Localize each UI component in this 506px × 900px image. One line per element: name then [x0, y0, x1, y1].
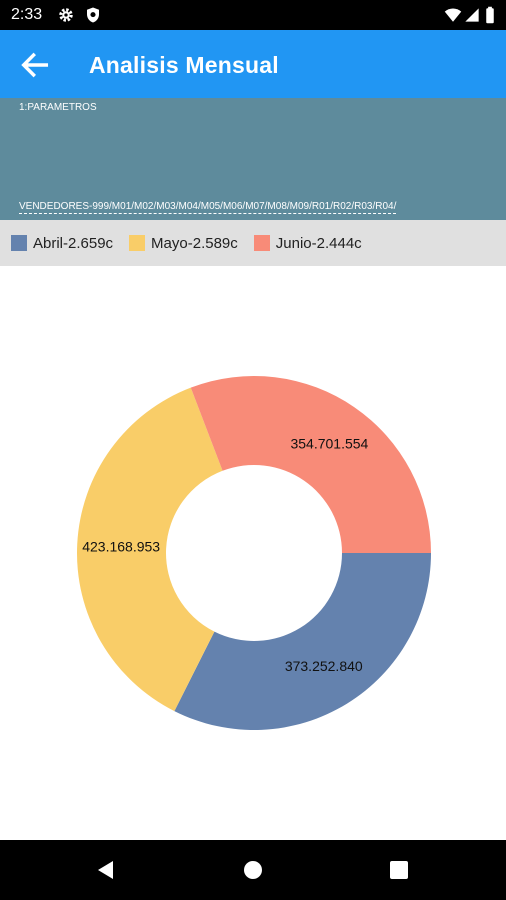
- donut-chart[interactable]: 373.252.840 423.168.953 354.701.554: [0, 266, 506, 840]
- home-circle-icon[interactable]: [243, 860, 263, 880]
- slice-abril[interactable]: [174, 553, 431, 730]
- page-title: Analisis Mensual: [89, 52, 279, 78]
- navigation-bar: [0, 840, 506, 900]
- parameters-panel[interactable]: 1:PARAMETROS VENDEDORES-999/M01/M02/M03/…: [0, 98, 506, 220]
- back-triangle-icon[interactable]: [96, 860, 116, 880]
- legend-label-abril: Abril-2.659c: [33, 234, 114, 252]
- recents-square-icon[interactable]: [390, 861, 408, 879]
- legend-label-junio: Junio-2.444c: [275, 234, 362, 252]
- signal-icon: [465, 8, 479, 22]
- settings-icon: [59, 8, 73, 22]
- legend-swatch-mayo: [129, 235, 146, 251]
- legend-item-abril: Abril-2.659c: [11, 235, 113, 252]
- legend-swatch-abril: [11, 235, 27, 251]
- slice-mayo[interactable]: [77, 387, 223, 712]
- slice-label-mayo: 423.168.953: [82, 538, 160, 554]
- slice-junio[interactable]: [190, 376, 431, 553]
- shield-icon: [87, 7, 99, 23]
- status-time: 2:33: [11, 6, 43, 23]
- app-bar: Analisis Mensual: [0, 30, 506, 98]
- slice-label-junio: 354.701.554: [290, 435, 368, 451]
- chart-area: 373.252.840 423.168.953 354.701.554: [0, 266, 506, 840]
- status-bar: 2:33: [0, 0, 506, 30]
- legend-swatch-junio: [253, 235, 270, 251]
- battery-icon: [486, 6, 494, 24]
- slice-label-abril: 373.252.840: [285, 658, 363, 674]
- parameters-codes: VENDEDORES-999/M01/M02/M03/M04/M05/M06/M…: [19, 201, 397, 214]
- chart-legend: Abril-2.659c Mayo-2.589c Junio-2.444c: [0, 220, 506, 266]
- parameters-label: 1:PARAMETROS: [19, 102, 97, 113]
- wifi-icon: [444, 8, 462, 22]
- legend-item-junio: Junio-2.444c: [253, 234, 362, 252]
- back-arrow-icon[interactable]: [18, 48, 52, 82]
- legend-item-mayo: Mayo-2.589c: [129, 235, 238, 252]
- legend-label-mayo: Mayo-2.589c: [151, 234, 238, 252]
